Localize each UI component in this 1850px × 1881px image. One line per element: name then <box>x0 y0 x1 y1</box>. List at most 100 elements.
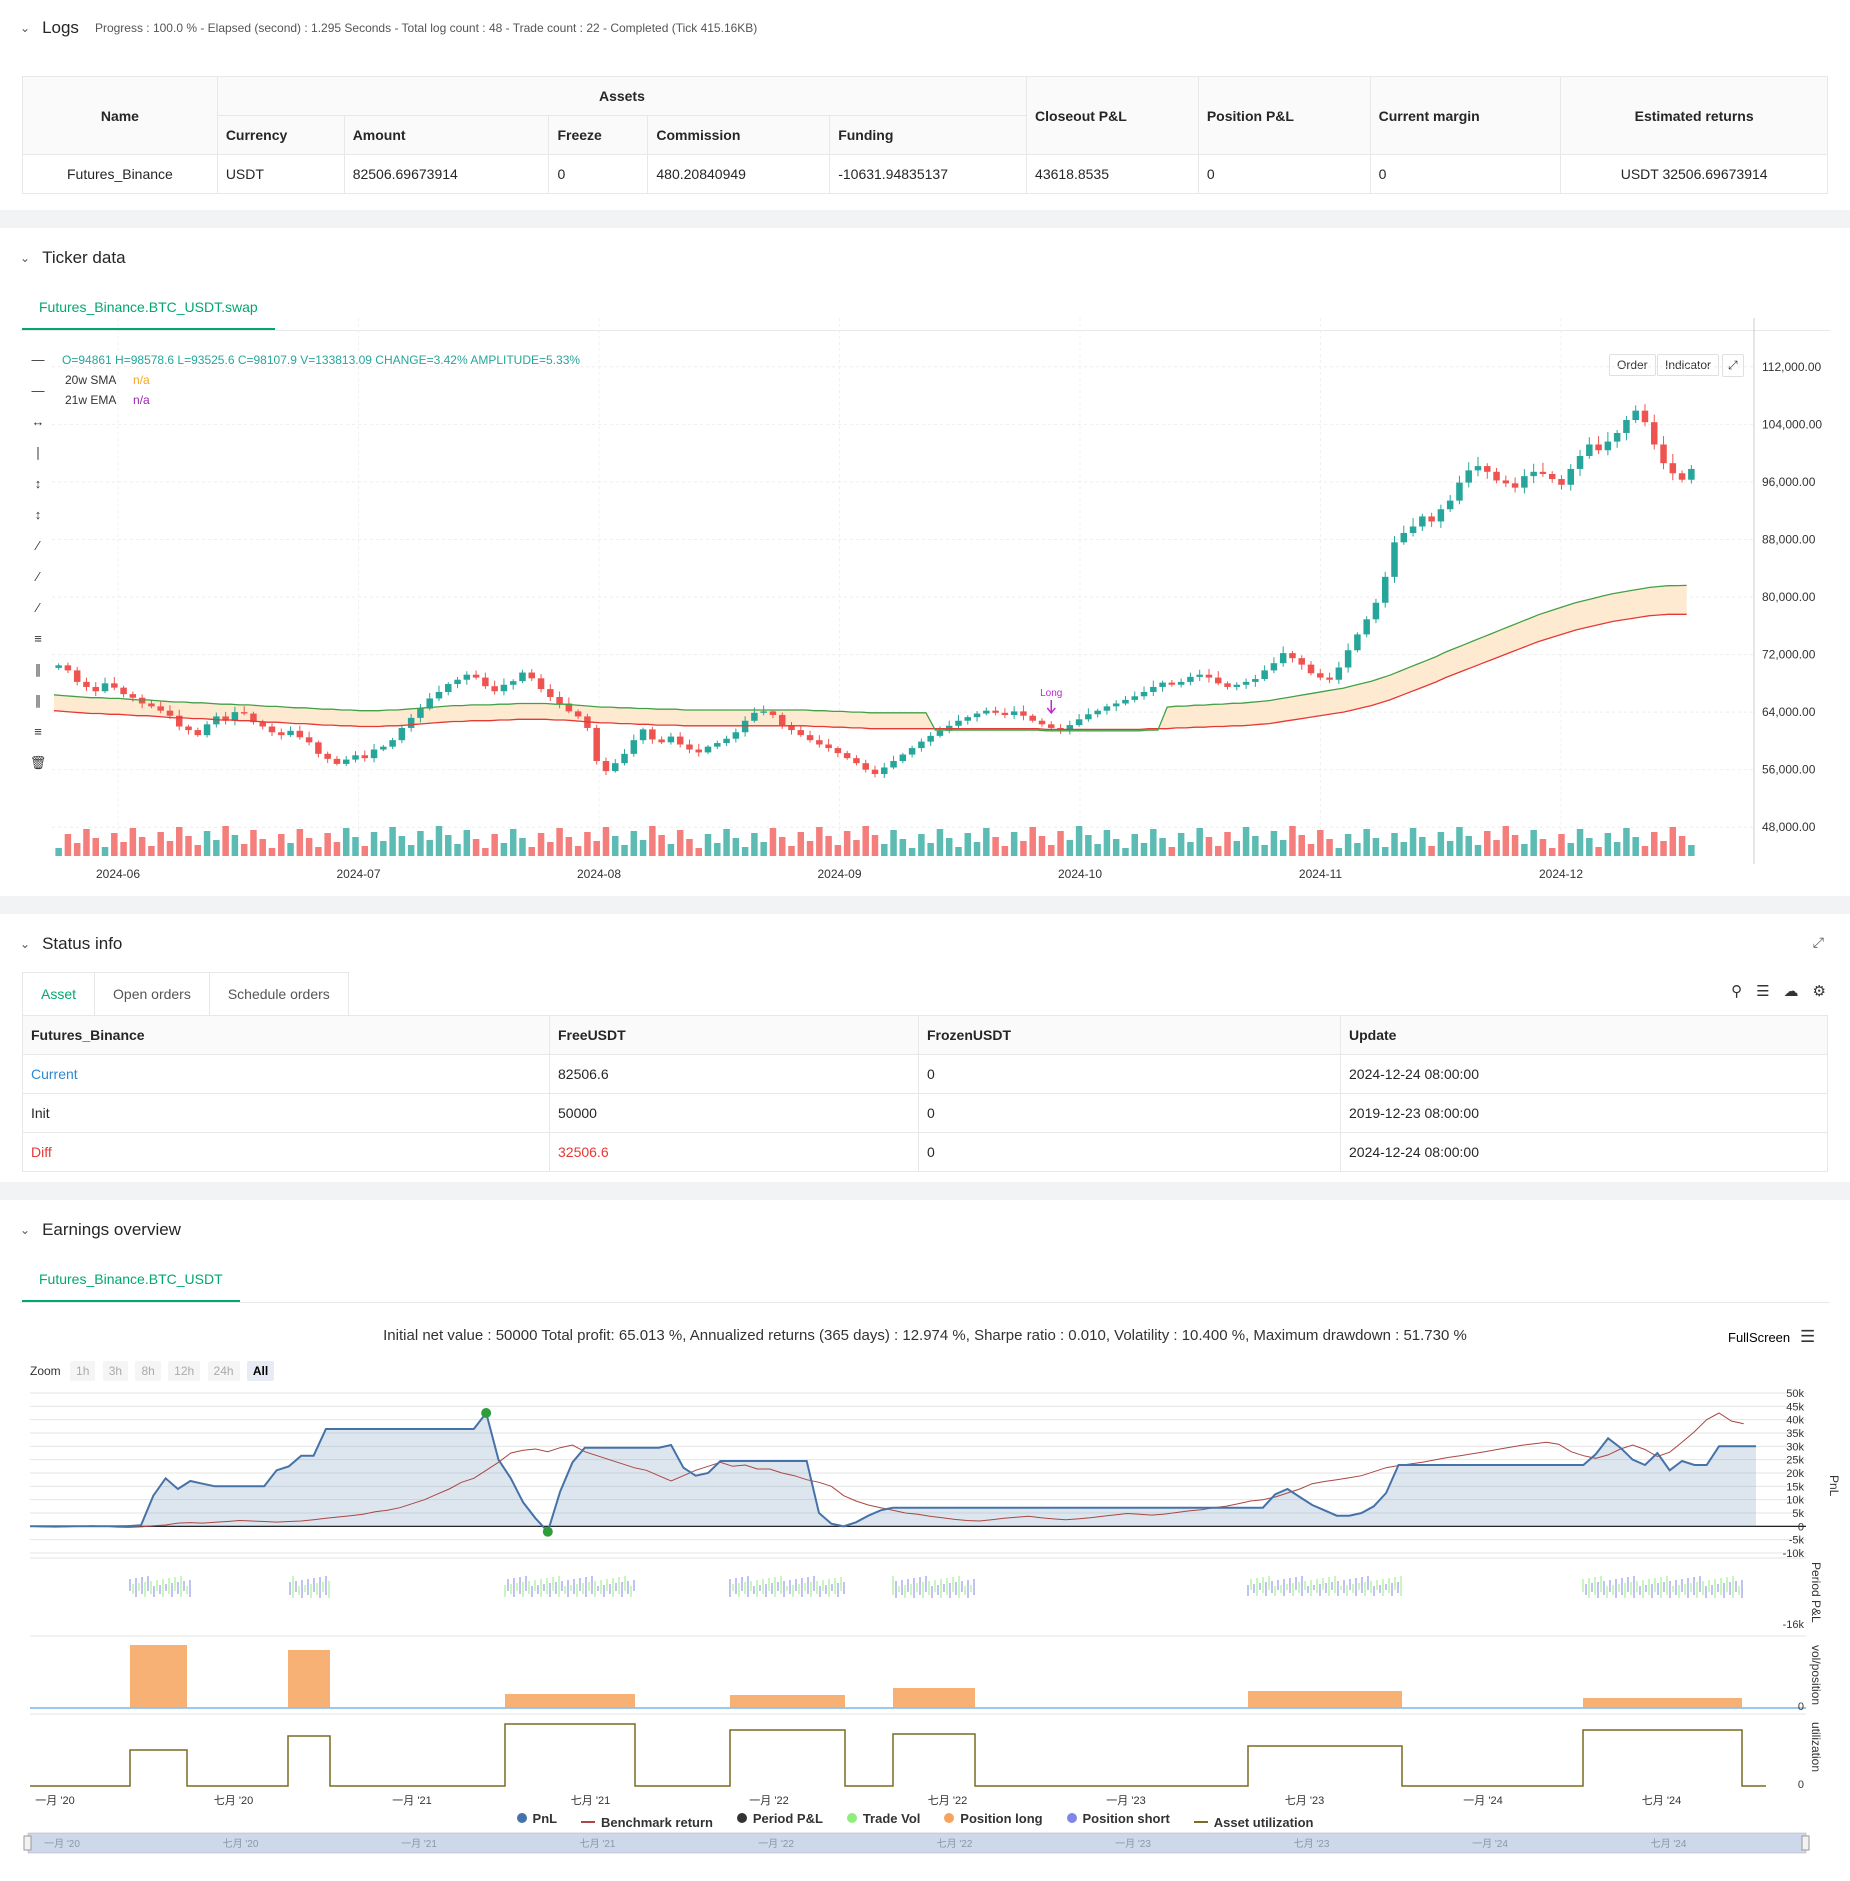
candlestick-chart[interactable]: 112,000.00 104,000.00 96,000.00 88,000.00 80… <box>0 228 1850 896</box>
zoom-24h[interactable]: 24h <box>207 1361 240 1381</box>
vertical-ray-icon[interactable]: ↕ <box>34 507 42 522</box>
volume-bar <box>1261 845 1268 856</box>
parallel-channel-icon[interactable]: ∥ <box>34 662 42 677</box>
candle-body <box>222 716 229 721</box>
candle-body <box>983 710 990 714</box>
search-icon[interactable]: ⚲ <box>1731 983 1743 1000</box>
volume-bar <box>843 831 851 856</box>
zoom-1h[interactable]: 1h <box>70 1361 96 1381</box>
tab-btc-usdt-swap[interactable]: Futures_Binance.BTC_USDT.swap <box>22 286 275 330</box>
legend-pnl[interactable]: PnL <box>516 1811 557 1826</box>
chevron-down-icon[interactable]: ⌄ <box>20 21 31 35</box>
volume-bar <box>1539 839 1547 856</box>
volume-bar <box>1409 828 1417 856</box>
col-closeout: Closeout P&L <box>1026 76 1199 155</box>
gear-icon[interactable]: ⚙ <box>1812 983 1826 1000</box>
candle-body <box>1400 532 1408 543</box>
chevron-down-icon[interactable]: ⌄ <box>20 251 31 265</box>
volume-bar <box>454 844 461 856</box>
volume-bar <box>667 844 675 856</box>
vertical-line-icon[interactable]: ∣ <box>34 445 42 460</box>
horizontal-ray-icon[interactable]: ↔ <box>31 414 45 429</box>
volume-bar <box>1159 838 1166 856</box>
volume-bar <box>1168 847 1176 856</box>
legend-position-long[interactable]: Position long <box>944 1811 1043 1826</box>
ray-line-icon[interactable]: ∕ <box>36 569 40 584</box>
legend-period-pnl[interactable]: Period P&L <box>736 1811 823 1826</box>
volume-bar <box>602 827 610 856</box>
price-label-icon[interactable]: ≡ <box>34 631 42 646</box>
volume-bar <box>203 831 211 856</box>
legend-trade-vol[interactable]: Trade Vol <box>846 1811 920 1826</box>
volume-bar <box>1038 836 1046 856</box>
x-tick-label: 2024-10 <box>1058 867 1102 881</box>
row-current-label[interactable]: Current <box>22 1054 550 1094</box>
volume-bar <box>296 829 304 856</box>
x-tick-label: 七月 '22 <box>928 1794 967 1807</box>
crosshair-icon[interactable]: — <box>31 352 45 367</box>
candle-body <box>1242 681 1250 685</box>
legend-position-short[interactable]: Position short <box>1066 1811 1170 1826</box>
segment-icon[interactable]: ∕ <box>36 600 40 615</box>
candle-body <box>1196 674 1203 677</box>
candle-body <box>1094 710 1101 715</box>
legend-asset-utilization[interactable]: Asset utilization <box>1193 1815 1313 1830</box>
trash-icon[interactable]: 🗑 <box>29 755 47 770</box>
status-header[interactable]: ⌄ Status info <box>20 934 122 954</box>
zoom-12h[interactable]: 12h <box>168 1361 201 1381</box>
tab-schedule-orders[interactable]: Schedule orders <box>208 972 349 1016</box>
y-tick-label: 50k <box>1786 1388 1804 1400</box>
col-update: Update <box>1340 1015 1828 1055</box>
legend-swatch <box>846 1813 857 1823</box>
candle-body <box>185 726 192 731</box>
candle-body <box>482 677 489 687</box>
menu-icon[interactable]: ☰ <box>1800 1327 1816 1346</box>
candle-body <box>1419 516 1426 527</box>
horizontal-line-icon[interactable]: — <box>31 383 45 398</box>
cloud-download-icon[interactable]: ☁ <box>1783 983 1799 1000</box>
volume-bar <box>389 827 396 856</box>
order-button[interactable]: Order <box>1609 354 1656 376</box>
list-icon[interactable]: ☰ <box>1756 983 1770 1000</box>
price-channel-icon[interactable]: ≡ <box>34 724 42 739</box>
earnings-header[interactable]: ⌄ Earnings overview <box>20 1220 181 1240</box>
volume-bar <box>1660 841 1667 856</box>
volume-bar <box>1576 829 1584 856</box>
zoom-8h[interactable]: 8h <box>135 1361 161 1381</box>
ticker-header[interactable]: ⌄ Ticker data <box>20 248 126 268</box>
candle-body <box>250 713 257 723</box>
trend-line-icon[interactable]: ∕ <box>36 538 40 553</box>
candle-body <box>1678 473 1686 480</box>
legend-benchmark[interactable]: Benchmark return <box>580 1815 713 1830</box>
candle-body <box>1660 444 1667 464</box>
volume-bar <box>1381 847 1389 856</box>
vertical-segment-icon[interactable]: ↕ <box>34 476 42 491</box>
volume-bar <box>157 832 164 856</box>
volume-bar <box>862 826 869 856</box>
candle-body <box>138 697 146 704</box>
candle-body <box>1493 471 1500 481</box>
x-tick-label: 一月 '23 <box>1106 1795 1145 1807</box>
volume-bar <box>1530 830 1537 856</box>
logs-header[interactable]: ⌄ Logs Progress : 100.0 % - Elapsed (sec… <box>20 18 757 38</box>
volume-bar <box>1307 844 1315 856</box>
candle-body <box>1001 712 1009 715</box>
x-tick-label: 一月 '20 <box>35 1795 74 1807</box>
candle-body <box>1122 699 1129 704</box>
tab-open-orders[interactable]: Open orders <box>94 972 210 1016</box>
tab-btc-usdt[interactable]: Futures_Binance.BTC_USDT <box>22 1258 240 1302</box>
candle-body <box>1391 542 1398 577</box>
zoom-all[interactable]: All <box>246 1361 275 1381</box>
expand-icon[interactable]: ⤢ <box>1722 354 1744 377</box>
zoom-3h[interactable]: 3h <box>102 1361 129 1381</box>
chevron-down-icon[interactable]: ⌄ <box>20 937 31 951</box>
earnings-chart[interactable]: 50k45k40k35k30k25k20k15k10k5k0-5k-10kPnL… <box>0 1200 1850 1881</box>
tab-asset[interactable]: Asset <box>22 972 96 1017</box>
chevron-down-icon[interactable]: ⌄ <box>20 1223 31 1237</box>
fibonacci-icon[interactable]: ∥ <box>34 693 42 708</box>
candle-body <box>1548 473 1556 480</box>
ticker-title: Ticker data <box>42 248 126 267</box>
indicator-button[interactable]: Indicator <box>1657 354 1720 376</box>
fullscreen-button[interactable]: FullScreen <box>1728 1330 1791 1345</box>
collapse-icon[interactable]: ⤢ <box>1812 934 1824 950</box>
